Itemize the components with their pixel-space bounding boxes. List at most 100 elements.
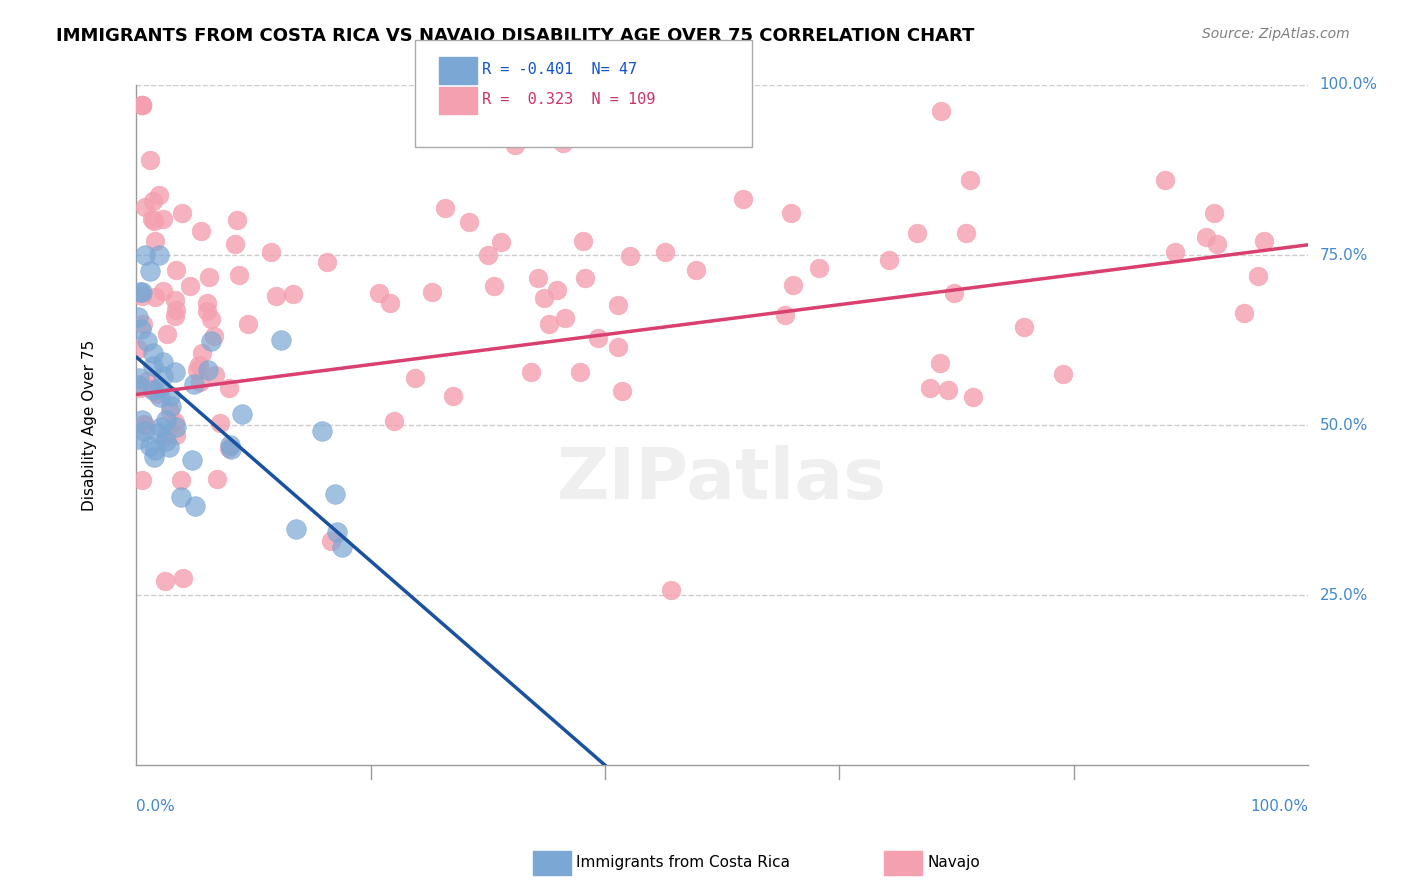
Point (128, 370, 150, 384)
Point (131, 412, 153, 426)
Point (574, 271, 596, 285)
Point (607, 340, 630, 354)
Point (143, 290, 166, 304)
Point (131, 285, 153, 299)
Point (404, 370, 426, 384)
Point (607, 298, 630, 312)
Point (187, 358, 209, 372)
Point (159, 404, 181, 418)
Point (225, 213, 247, 227)
Point (731, 192, 754, 206)
Point (134, 417, 156, 432)
Point (195, 304, 218, 318)
Point (936, 383, 959, 397)
Point (218, 381, 240, 395)
Point (141, 211, 163, 226)
Point (157, 440, 180, 454)
Point (228, 268, 250, 282)
Point (554, 310, 576, 325)
Point (132, 318, 155, 332)
Point (155, 429, 177, 443)
Text: IMMIGRANTS FROM COSTA RICA VS NAVAJO DISABILITY AGE OVER 75 CORRELATION CHART: IMMIGRANTS FROM COSTA RICA VS NAVAJO DIS… (56, 27, 974, 45)
Point (264, 289, 287, 303)
Point (434, 201, 457, 215)
Point (1164, 244, 1187, 259)
Point (323, 486, 346, 500)
Point (928, 356, 950, 370)
Point (143, 234, 166, 248)
Point (165, 310, 187, 324)
Point (142, 359, 165, 374)
Point (1153, 172, 1175, 186)
Point (420, 285, 443, 300)
Point (188, 376, 211, 390)
Point (270, 333, 292, 347)
Point (179, 279, 201, 293)
Point (219, 437, 242, 451)
Point (131, 98, 153, 112)
Point (131, 98, 153, 112)
Text: 100.0%: 100.0% (1250, 799, 1308, 814)
Point (148, 382, 170, 396)
Point (260, 244, 283, 259)
Point (128, 432, 150, 446)
Point (131, 289, 153, 303)
Point (441, 389, 464, 403)
Point (959, 173, 981, 187)
Point (1233, 306, 1256, 320)
Point (782, 277, 804, 292)
Text: Disability Age Over 75: Disability Age Over 75 (82, 340, 97, 511)
Point (159, 388, 181, 402)
Point (136, 334, 159, 348)
Point (285, 522, 308, 536)
Point (231, 407, 253, 421)
Point (551, 136, 574, 150)
Point (619, 249, 641, 263)
Point (775, 309, 797, 323)
Point (170, 490, 193, 504)
Point (143, 442, 166, 457)
Point (183, 376, 205, 391)
Point (152, 355, 174, 369)
Point (129, 285, 152, 299)
Point (127, 377, 149, 392)
Point (142, 383, 165, 397)
Point (503, 138, 526, 153)
Point (685, 263, 707, 277)
Point (205, 473, 228, 487)
Point (281, 286, 304, 301)
Text: ZIPatlas: ZIPatlas (557, 445, 887, 514)
Point (1195, 230, 1218, 244)
Point (321, 533, 343, 548)
Point (527, 271, 550, 285)
Text: 100.0%: 100.0% (1320, 78, 1378, 93)
Point (153, 574, 176, 588)
Point (586, 331, 609, 345)
Point (779, 206, 801, 220)
Point (1012, 319, 1035, 334)
Point (238, 317, 260, 331)
Text: 75.0%: 75.0% (1320, 247, 1368, 262)
Point (160, 399, 183, 413)
Point (143, 214, 166, 228)
Point (129, 322, 152, 336)
Point (538, 318, 561, 332)
Point (186, 363, 208, 377)
Point (146, 426, 169, 441)
Point (149, 390, 172, 404)
Point (1206, 237, 1229, 252)
Point (918, 381, 941, 395)
Point (962, 390, 984, 404)
Point (484, 279, 506, 293)
Point (131, 473, 153, 487)
Point (202, 328, 225, 343)
Point (368, 286, 391, 301)
Point (148, 188, 170, 202)
Text: R =  0.323  N = 109: R = 0.323 N = 109 (482, 93, 655, 107)
Point (181, 453, 204, 467)
Point (170, 205, 193, 219)
Point (166, 428, 188, 442)
Point (163, 293, 186, 307)
Point (165, 303, 187, 318)
Point (568, 364, 591, 378)
